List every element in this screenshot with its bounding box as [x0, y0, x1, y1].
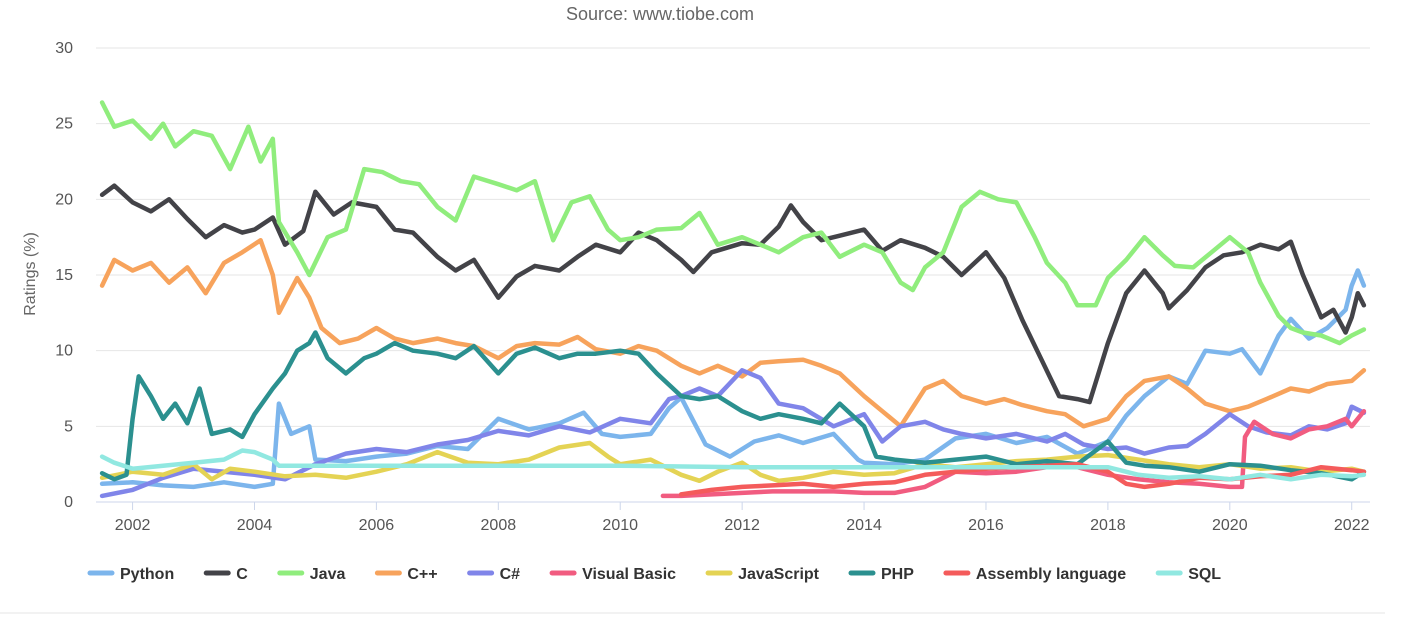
legend-item-visual-basic[interactable]: Visual Basic: [549, 566, 676, 583]
legend-item-sql[interactable]: SQL: [1155, 566, 1221, 583]
x-tick-label: 2022: [1334, 517, 1370, 534]
x-tick-label: 2012: [724, 517, 760, 534]
legend-item-php[interactable]: PHP: [848, 566, 914, 583]
chart-title: Source: www.tiobe.com: [566, 4, 754, 24]
series-line-javascript: [99, 440, 1367, 484]
legend-label: C#: [500, 566, 521, 583]
legend-label: Visual Basic: [582, 566, 676, 583]
legend-label: Assembly language: [976, 566, 1126, 583]
series-line-c-: [99, 237, 1367, 429]
series-line-c-: [99, 368, 1367, 499]
y-tick-label: 15: [55, 267, 73, 284]
series-line-visual-basic: [660, 408, 1367, 499]
y-tick-label: 0: [64, 494, 73, 511]
x-tick-label: 2014: [846, 517, 882, 534]
series-line-java: [99, 100, 1367, 346]
gridlines: [96, 47, 1370, 503]
x-tick-label: 2006: [359, 517, 395, 534]
legend-label: JavaScript: [738, 566, 820, 583]
series-line-php: [99, 330, 1367, 482]
series-lines: [99, 100, 1367, 499]
legend-item-python[interactable]: Python: [87, 566, 174, 583]
x-tick-label: 2018: [1090, 517, 1126, 534]
series-line-sql: [99, 448, 1367, 482]
legend-label: C: [236, 566, 248, 583]
series-line-c: [99, 183, 1367, 405]
x-axis-ticks: 2002 2004 2006 2008 2010 2012 2014 2016 2018 2020…: [96, 501, 1370, 534]
legend-label: PHP: [881, 566, 914, 583]
x-tick-label: 2002: [115, 517, 151, 534]
x-tick-label: 2004: [237, 517, 273, 534]
y-tick-label: 5: [64, 418, 73, 435]
x-tick-label: 2010: [602, 517, 638, 534]
y-tick-label: 25: [55, 116, 73, 133]
legend-item-c[interactable]: C: [203, 566, 248, 583]
x-tick-label: 2020: [1212, 517, 1248, 534]
y-axis-title: Ratings (%): [22, 232, 39, 316]
legend-label: SQL: [1188, 566, 1221, 583]
legend-item-c-[interactable]: C++: [374, 566, 438, 583]
legend-item-assembly-language[interactable]: Assembly language: [943, 566, 1126, 583]
legend-label: Python: [120, 566, 174, 583]
legend-label: Java: [310, 566, 346, 583]
legend-item-java[interactable]: Java: [277, 566, 346, 583]
x-tick-label: 2016: [968, 517, 1004, 534]
y-tick-label: 20: [55, 191, 73, 208]
legend-label: C++: [407, 566, 437, 583]
x-tick-label: 2008: [481, 517, 517, 534]
y-tick-label: 10: [55, 343, 73, 360]
y-tick-label: 30: [55, 40, 73, 57]
legend-item-c-[interactable]: C#: [467, 566, 521, 583]
legend[interactable]: Python C Java C++ C# Visual Basic JavaScript PH…: [87, 566, 1221, 583]
y-axis-ticks: 0 5 10 15 20 25 30: [55, 40, 73, 511]
legend-item-javascript[interactable]: JavaScript: [705, 566, 820, 583]
series-line-python: [99, 268, 1367, 490]
